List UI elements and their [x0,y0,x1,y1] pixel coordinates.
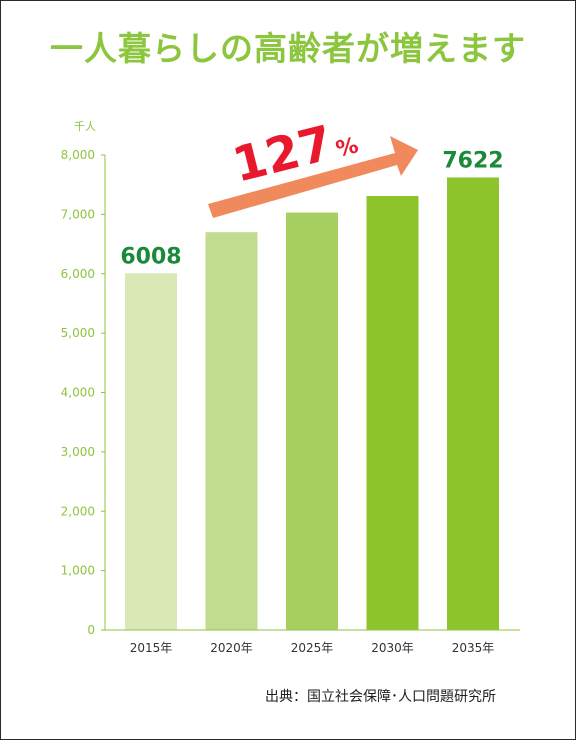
growth-arrow-group: 127% [208,115,418,218]
bar [447,177,499,630]
y-tick-label: 4,000 [61,386,95,400]
y-tick-label: 0 [87,623,95,637]
y-axis-unit: 千人 [74,120,96,133]
y-tick-label: 8,000 [61,148,95,162]
chart-title: 一人暮らしの高齢者が増えます [50,29,526,68]
bar [205,232,258,630]
y-tick-label: 3,000 [61,445,95,459]
labels-group: 2015年 2020年 2025年 2030年 2035年 6008 7622 [120,148,503,655]
bars-group [125,177,499,630]
x-tick-label: 2035年 [452,641,495,655]
bar [286,212,338,630]
data-label: 7622 [442,148,503,173]
y-tick-label: 2,000 [61,504,95,518]
bar [366,195,419,630]
x-tick-label: 2025年 [291,641,334,655]
y-tick-label: 1,000 [61,564,95,578]
source-note: 出典：国立社会保障･人口問題研究所 [265,689,496,705]
bar [125,273,177,630]
data-label: 6008 [120,244,181,269]
axis-group: 0 1,000 2,000 3,000 4,000 5,000 6,000 7,000 8,00… [61,148,520,637]
x-tick-label: 2030年 [371,641,414,655]
growth-annotation-suffix: % [334,133,361,163]
y-tick-label: 5,000 [61,326,95,340]
growth-arrow [208,136,418,218]
x-tick-label: 2015年 [130,641,173,655]
x-tick-label: 2020年 [210,641,253,655]
y-tick-label: 7,000 [61,207,95,221]
y-tick-label: 6,000 [61,267,95,281]
